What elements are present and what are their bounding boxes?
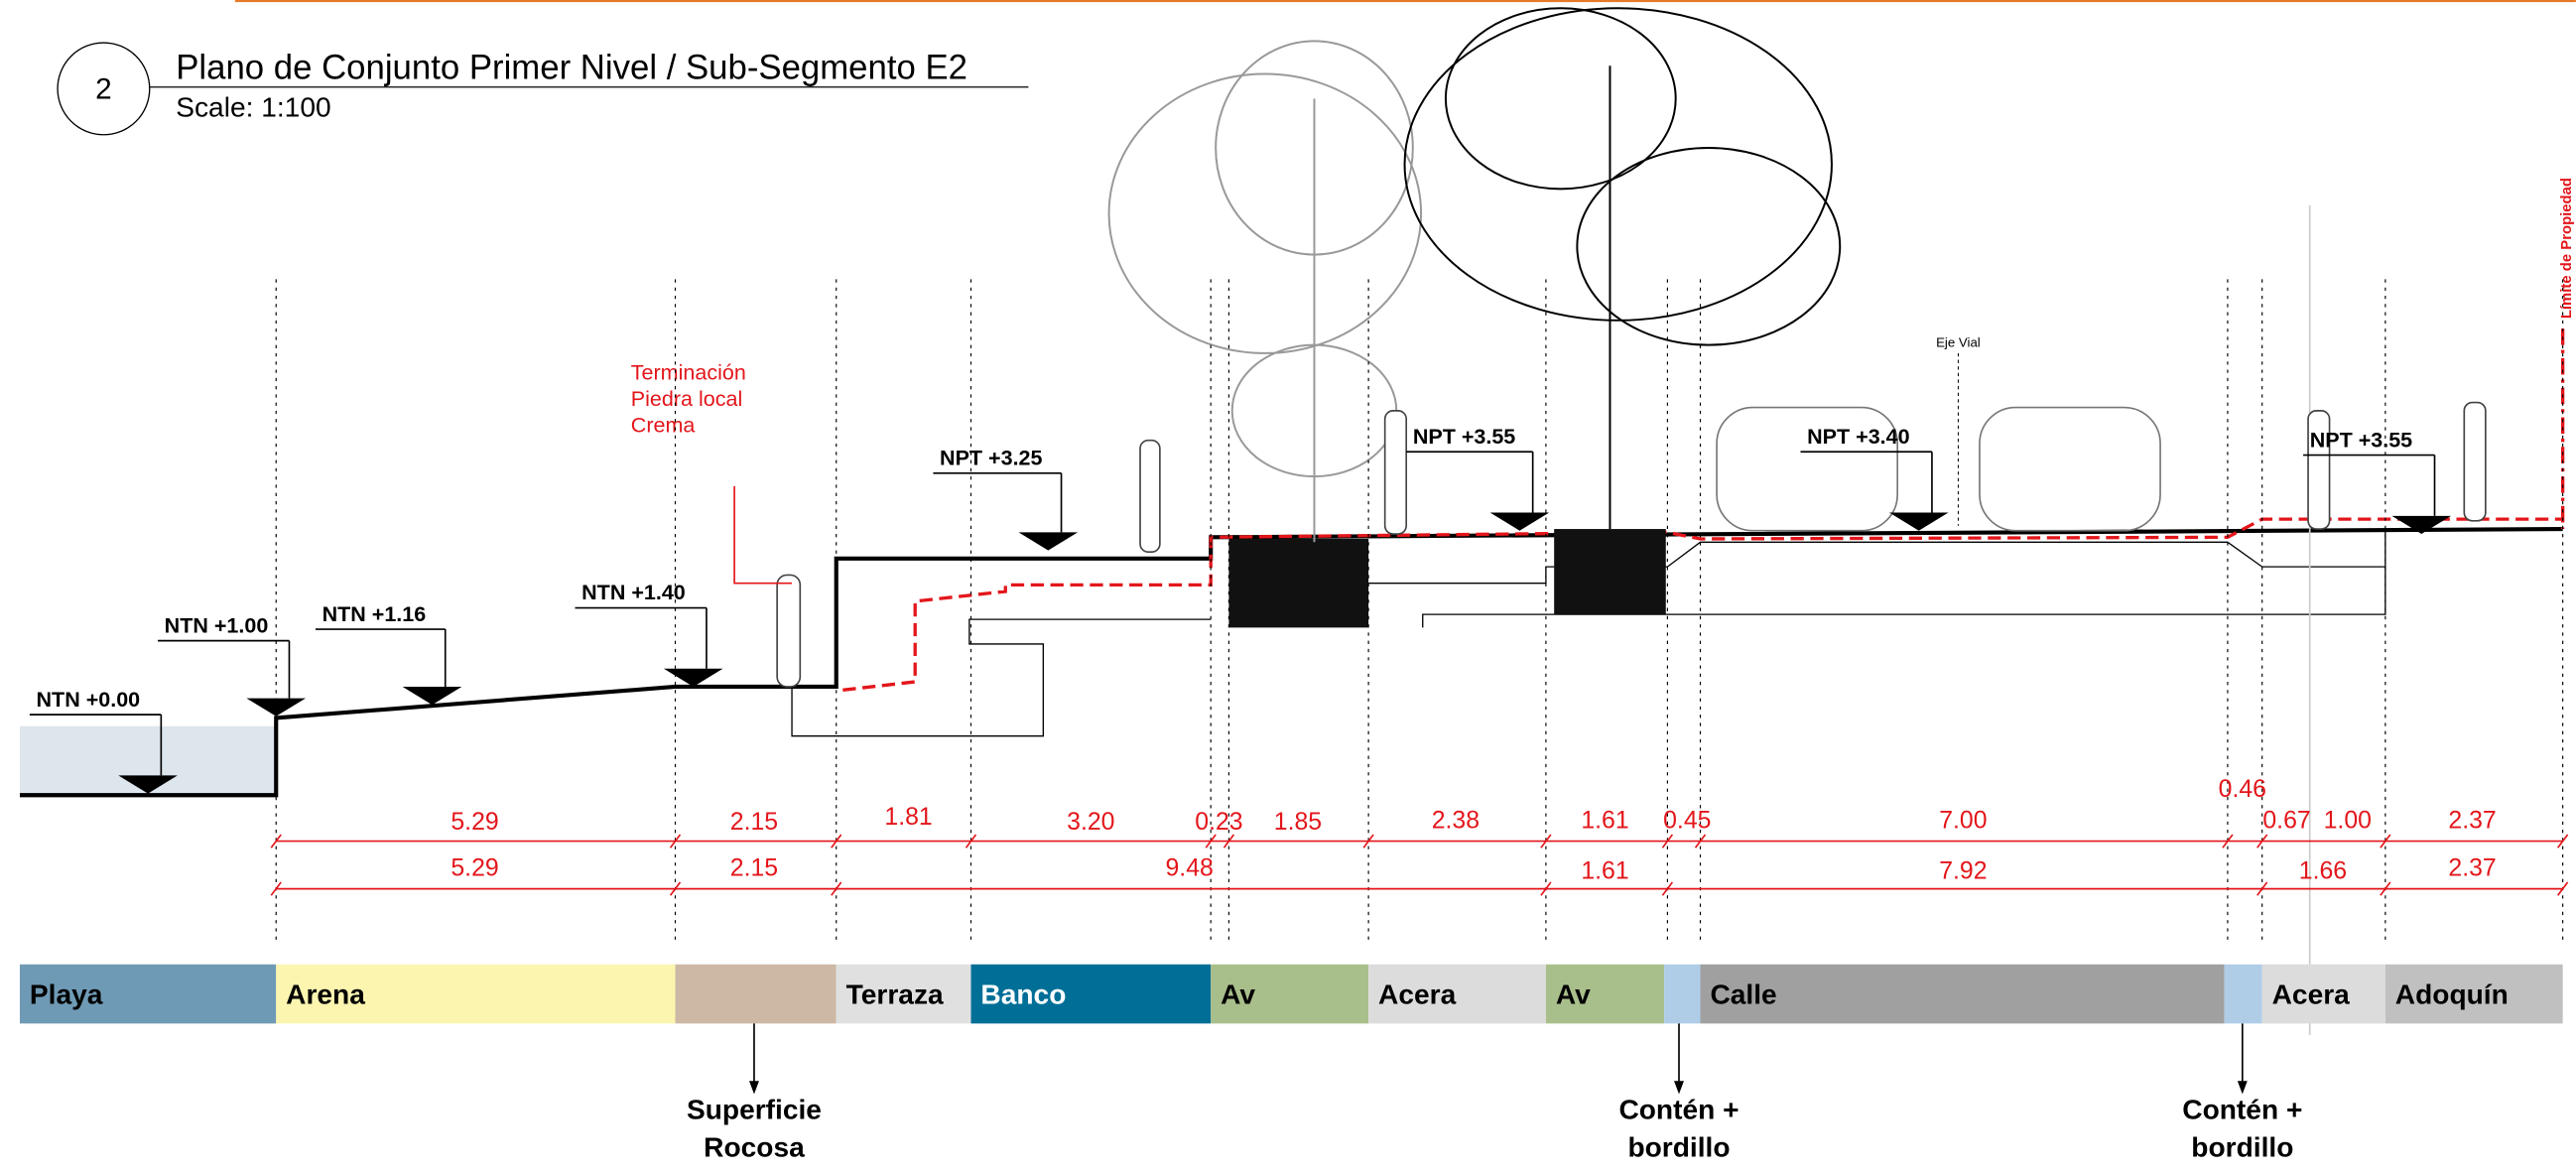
dimension-value: 1.61 <box>1581 858 1628 885</box>
zone-label: Adoquín <box>2395 978 2509 1009</box>
level-marker <box>1889 513 1949 531</box>
finish-note: Piedra local <box>631 387 742 411</box>
dimension-value: 5.29 <box>451 854 498 881</box>
dimension-value: 7.00 <box>1939 807 1987 834</box>
tree <box>1405 8 1841 529</box>
level-label: NPT +3.25 <box>940 446 1042 469</box>
structure-outline <box>792 619 1211 736</box>
zone-label: Arena <box>286 978 365 1009</box>
level-label: NPT +3.40 <box>1807 425 1909 449</box>
level-label: NPT +3.55 <box>1413 425 1515 449</box>
dimension-value: 5.29 <box>451 809 498 836</box>
level-label: NTN +0.00 <box>37 688 141 712</box>
callout-label: Contén + <box>2182 1094 2302 1124</box>
property-line-dashed <box>842 519 2562 690</box>
view-number: 2 <box>95 72 112 105</box>
zone-label: Banco <box>980 978 1066 1009</box>
drawing-title: Plano de Conjunto Primer Nivel / Sub-Seg… <box>176 49 967 86</box>
dimension-value: 0.45 <box>1663 807 1711 834</box>
tree-planter <box>1228 539 1368 627</box>
structure-outline <box>1368 542 2385 583</box>
dimension-value: 0.67 <box>2262 807 2310 834</box>
zone-label: Playa <box>30 978 103 1009</box>
callout-label: Superficie <box>687 1094 822 1124</box>
level-label: NPT +3.55 <box>2310 428 2412 452</box>
zone-label: Av <box>1221 978 1255 1009</box>
drawing-scale: Scale: 1:100 <box>176 92 330 123</box>
level-label: NTN +1.16 <box>322 602 427 626</box>
finish-leader <box>734 486 792 584</box>
callout-label: Rocosa <box>704 1131 805 1162</box>
callout-arrow <box>2238 1081 2248 1094</box>
dimension-value: 1.00 <box>2324 807 2372 834</box>
dimension-value: 0.46 <box>2219 776 2266 803</box>
callout-arrow <box>1674 1081 1684 1094</box>
dimension-value: 1.61 <box>1581 807 1628 834</box>
dimension-value: 2.37 <box>2448 854 2496 881</box>
dimension-value: 9.48 <box>1166 854 1214 881</box>
zone <box>676 965 837 1024</box>
section-drawing: 2 Plano de Conjunto Primer Nivel / Sub-S… <box>0 0 2576 1174</box>
dimension-value: 2.37 <box>2448 807 2496 834</box>
zone-label: Calle <box>1710 978 1776 1009</box>
property-limit-label: Límite de Propiedad <box>2559 178 2575 319</box>
level-label: NTN +1.00 <box>165 613 269 637</box>
callout-label: Contén + <box>1618 1094 1739 1124</box>
level-marker <box>1019 532 1079 550</box>
callout-label: bordillo <box>2191 1131 2293 1162</box>
dimension-value: 1.66 <box>2299 858 2347 885</box>
callout-arrow <box>749 1081 759 1094</box>
level-marker <box>246 699 306 717</box>
zone-label: Terraza <box>846 978 944 1009</box>
level-marker <box>664 669 723 687</box>
zone-label: Acera <box>1378 978 1457 1009</box>
dimension-value: 0.23 <box>1195 809 1242 836</box>
level-label: NTN +1.40 <box>581 581 686 604</box>
zone-label: Av <box>1556 978 1591 1009</box>
dimension-value: 7.92 <box>1939 858 1987 885</box>
dimension-value: 2.15 <box>730 809 778 836</box>
dimension-value: 1.85 <box>1274 809 1322 836</box>
dimension-value: 2.38 <box>1432 807 1480 834</box>
finish-note: Crema <box>631 413 696 437</box>
finish-note: Terminación <box>631 360 746 384</box>
level-marker <box>1490 513 1550 531</box>
callout-label: bordillo <box>1627 1131 1730 1162</box>
car <box>1980 408 2160 531</box>
dimension-value: 2.15 <box>730 854 778 881</box>
dimension-value: 3.20 <box>1067 809 1114 836</box>
zone-label: Acera <box>2272 978 2351 1009</box>
zone <box>1664 965 1700 1024</box>
zone <box>1701 965 2225 1024</box>
tree-planter <box>1554 529 1666 614</box>
dimension-value: 1.81 <box>884 804 932 831</box>
road-axis-label: Eje Vial <box>1936 334 1981 349</box>
zone <box>2225 965 2262 1024</box>
